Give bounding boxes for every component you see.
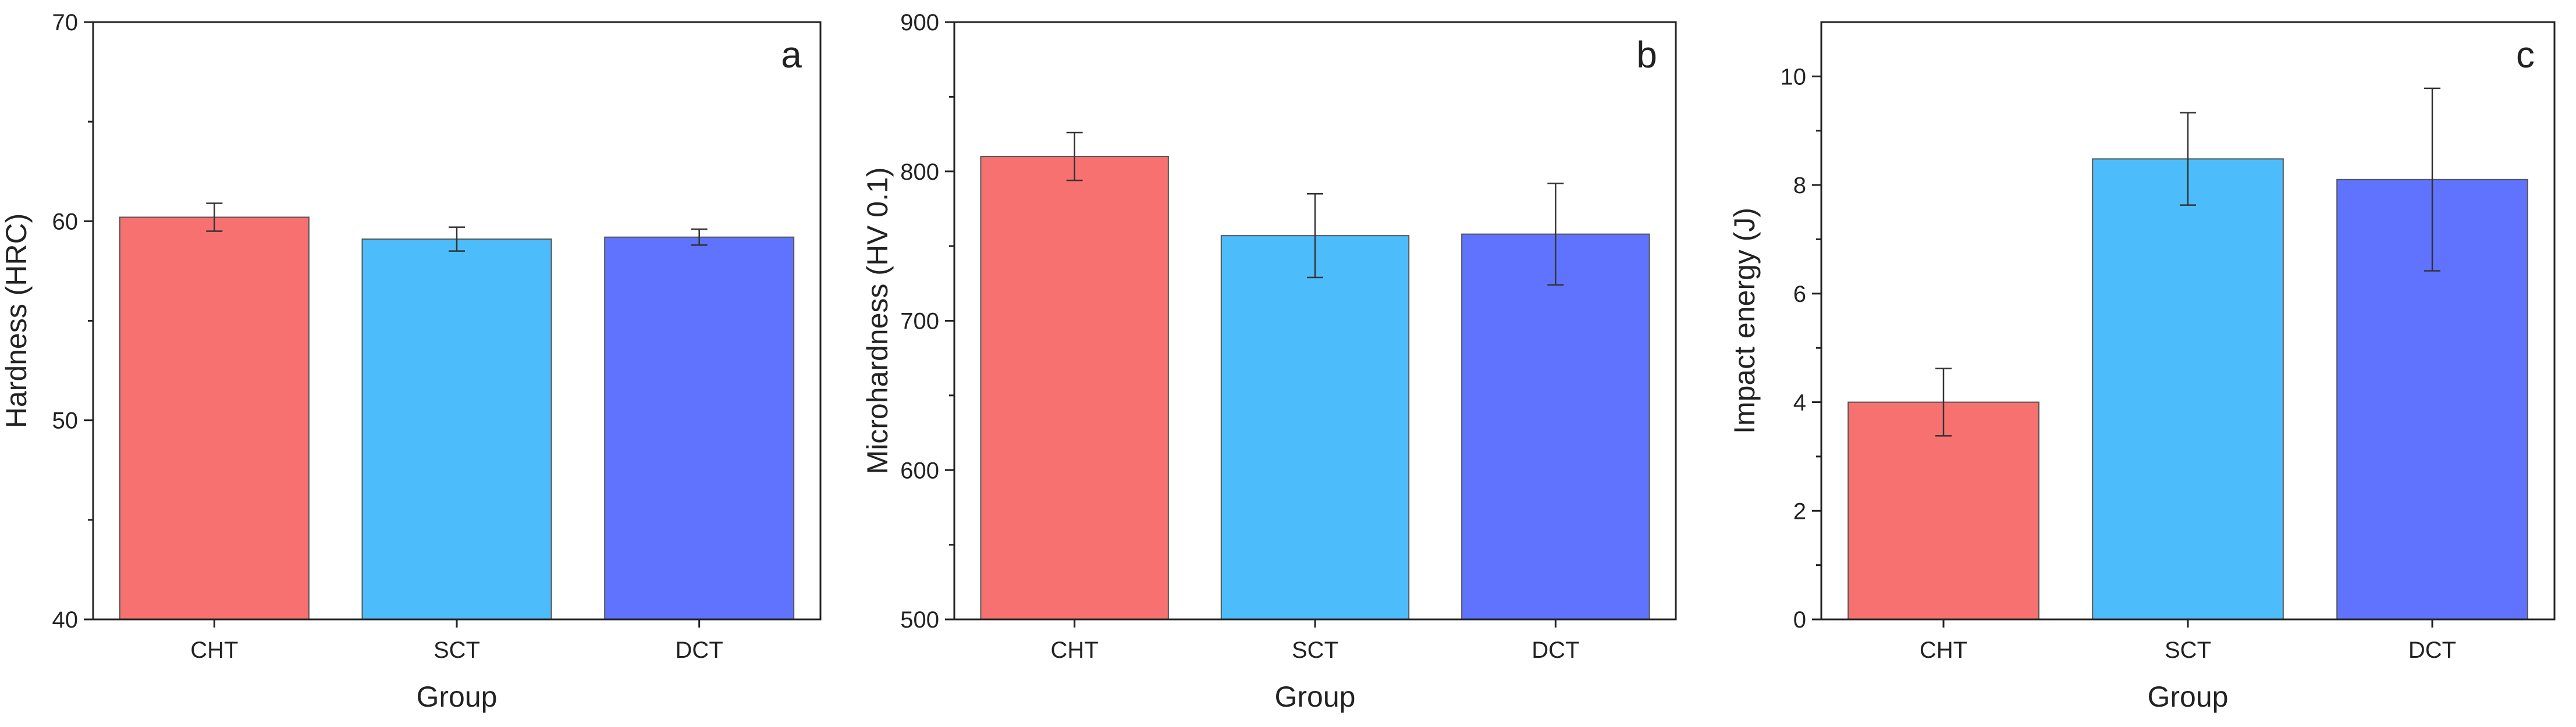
y-tick-label: 800 (900, 159, 939, 185)
bar-dct (604, 236, 795, 621)
x-tick-label-sct: SCT (1292, 637, 1338, 663)
x-tick-label-cht: CHT (1920, 637, 1967, 663)
panel-letter: a (781, 34, 802, 76)
y-tick-label: 10 (1781, 64, 1807, 90)
error-bar-sct (1307, 193, 1323, 279)
x-axis-label: Group (417, 680, 498, 713)
plot-frame (92, 21, 822, 621)
y-tick-label: 600 (900, 458, 939, 483)
x-axis-label: Group (1275, 680, 1356, 713)
bar-sct (1220, 235, 1410, 620)
error-bar-dct (691, 228, 708, 246)
error-bar-sct (2180, 112, 2196, 206)
x-tick-label-dct: DCT (676, 637, 723, 663)
x-axis-label: Group (2148, 680, 2229, 713)
panel-letter: b (1636, 34, 1657, 76)
bar-cht (119, 216, 310, 620)
error-bar-cht (1066, 131, 1083, 181)
bar-sct (361, 238, 552, 621)
x-tick-label-sct: SCT (434, 637, 480, 663)
x-tick-label-sct: SCT (2165, 637, 2211, 663)
plot-frame (1820, 21, 2556, 621)
x-tick-label-cht: CHT (190, 637, 238, 663)
y-tick-label: 6 (1793, 281, 1806, 307)
y-tick-label: 50 (52, 408, 79, 434)
chart-panel-b: CHT SCT DCT 500 600 700 800 900 b Group Microhardn… (861, 10, 1677, 713)
bar-cht (980, 156, 1169, 620)
x-tick-label-cht: CHT (1051, 637, 1099, 663)
x-tick-label-dct: DCT (1532, 637, 1579, 663)
y-tick-label: 4 (1793, 390, 1806, 416)
y-tick-label: 60 (52, 209, 79, 234)
plot-frame (953, 21, 1677, 621)
y-tick-label: 2 (1793, 498, 1806, 524)
error-bar-dct (1547, 183, 1564, 286)
bar-sct (2092, 158, 2284, 620)
chart-panel-a: CHT SCT DCT 40 50 60 70 a Group Hardness (HRC) (0, 10, 822, 713)
x-tick-label-dct: DCT (2408, 637, 2456, 663)
y-axis-label: Hardness (HRC) (0, 213, 33, 429)
error-bar-sct (449, 226, 465, 252)
bar-dct (1461, 233, 1650, 620)
y-tick-label: 40 (52, 607, 79, 633)
error-bar-cht (206, 202, 223, 232)
y-axis-label: Microhardness (HV 0.1) (861, 168, 894, 475)
y-tick-label: 700 (900, 309, 939, 334)
error-bar-dct (2424, 87, 2440, 272)
chart-panel-c: CHT SCT DCT 0 2 4 6 8 10 c Group Impact energy (J) (1728, 21, 2556, 713)
y-axis-label: Impact energy (J) (1728, 208, 1761, 434)
y-tick-label: 0 (1793, 607, 1806, 633)
y-tick-label: 900 (900, 10, 939, 35)
panel-letter: c (2516, 34, 2535, 76)
y-tick-label: 500 (900, 607, 939, 633)
error-bar-cht (1935, 368, 1952, 437)
y-tick-label: 8 (1793, 173, 1806, 198)
y-tick-label: 70 (52, 10, 79, 35)
